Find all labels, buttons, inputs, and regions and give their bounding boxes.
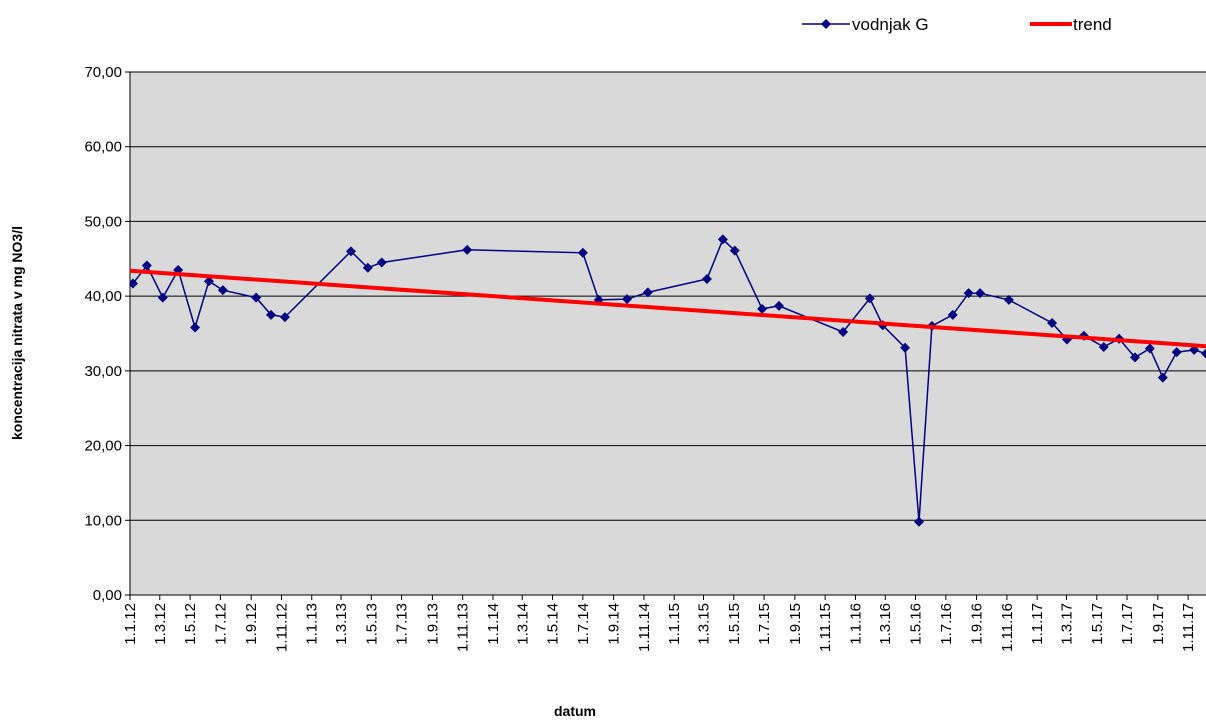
- data-point: [1144, 343, 1155, 354]
- data-point: [190, 322, 201, 333]
- x-tick-label: 1.5.17: [1089, 603, 1106, 645]
- x-tick-label: 1.3.12: [152, 603, 169, 645]
- y-tick-label: 20,00: [84, 438, 122, 455]
- x-axis-label: datum: [554, 703, 596, 719]
- series-line: [132, 238, 1206, 522]
- x-tick-label: 1.9.15: [787, 603, 804, 645]
- data-point: [217, 285, 228, 296]
- x-tick-label: 1.5.15: [726, 603, 743, 645]
- data-point: [141, 260, 152, 271]
- x-tick-label: 1.3.13: [333, 603, 350, 645]
- x-tick-label: 1.7.14: [575, 603, 592, 645]
- x-tick-label: 1.1.14: [485, 603, 502, 645]
- x-tick-label: 1.3.17: [1058, 603, 1075, 645]
- data-point: [914, 516, 925, 527]
- data-point: [376, 257, 387, 268]
- data-point: [729, 245, 740, 256]
- x-tick-label: 1.11.13: [455, 603, 472, 652]
- x-tick-label: 1.11.17: [1180, 603, 1197, 652]
- x-tick-label: 1.1.15: [666, 603, 683, 645]
- y-tick-label: 0,00: [93, 587, 122, 604]
- x-tick-label: 1.9.12: [243, 603, 260, 645]
- x-tick-label: 1.1.17: [1029, 603, 1046, 645]
- data-point: [773, 300, 784, 311]
- x-tick-label: 1.11.15: [817, 603, 834, 652]
- x-tick-label: 1.5.16: [908, 603, 925, 645]
- data-point: [864, 293, 875, 304]
- data-point: [1003, 294, 1014, 305]
- data-point: [838, 327, 849, 338]
- x-tick-label: 1.9.16: [969, 603, 986, 645]
- x-tick-label: 1.3.15: [696, 603, 713, 645]
- x-tick-label: 1.7.13: [394, 603, 411, 645]
- series-line: [130, 268, 1206, 349]
- data-point: [266, 309, 277, 320]
- x-tick-label: 1.1.16: [847, 603, 864, 645]
- x-tick-label: 1.11.16: [999, 603, 1016, 652]
- data-point: [462, 244, 473, 255]
- data-point: [701, 273, 712, 284]
- data-point: [947, 309, 958, 320]
- y-tick-label: 60,00: [84, 139, 122, 156]
- x-tick-label: 1.11.12: [273, 603, 290, 652]
- data-point: [362, 262, 373, 273]
- data-point: [642, 287, 653, 298]
- data-point: [1129, 352, 1140, 363]
- x-tick-label: 1.3.14: [514, 603, 531, 645]
- y-tick-label: 40,00: [84, 288, 122, 305]
- data-point: [717, 234, 728, 245]
- data-point: [1201, 348, 1206, 359]
- data-point: [279, 312, 290, 323]
- y-tick-label: 30,00: [84, 363, 122, 380]
- data-point: [1047, 318, 1058, 329]
- x-tick-label: 1.7.12: [212, 603, 229, 645]
- x-tick-label: 1.3.16: [877, 603, 894, 645]
- data-point: [203, 276, 214, 287]
- x-tick-label: 1.9.13: [424, 603, 441, 645]
- x-tick-label: 1.5.12: [182, 603, 199, 645]
- data-point: [1098, 341, 1109, 352]
- plot-content: [130, 234, 1206, 527]
- x-tick-label: 1.11.14: [636, 603, 653, 652]
- data-point: [900, 342, 911, 353]
- x-tick-label: 1.7.15: [756, 603, 773, 645]
- x-tick-label: 1.5.13: [363, 603, 380, 645]
- legend-marker: [821, 19, 831, 29]
- data-point: [622, 294, 633, 305]
- data-point: [1171, 347, 1182, 358]
- data-point: [963, 288, 974, 299]
- data-point: [757, 303, 768, 314]
- x-tick-label: 1.5.14: [545, 603, 562, 645]
- y-tick-label: 50,00: [84, 213, 122, 230]
- data-point: [251, 292, 262, 303]
- data-point: [1157, 372, 1168, 383]
- x-tick-label: 1.7.17: [1119, 603, 1136, 645]
- legend-label: vodnjak G: [852, 15, 929, 34]
- data-point: [130, 278, 138, 289]
- y-tick-label: 70,00: [84, 64, 122, 81]
- x-tick-label: 1.9.17: [1150, 603, 1167, 645]
- data-point: [577, 247, 588, 258]
- data-point: [345, 246, 356, 257]
- x-tick-label: 1.1.12: [122, 603, 139, 645]
- data-point: [975, 288, 986, 299]
- x-tick-label: 1.9.14: [606, 603, 623, 645]
- data-point: [157, 292, 168, 303]
- y-tick-label: 10,00: [84, 512, 122, 529]
- y-axis-label: koncentracija nitrata v mg NO3/l: [9, 226, 25, 440]
- x-tick-label: 1.1.13: [304, 603, 321, 645]
- x-tick-label: 1.7.16: [938, 603, 955, 645]
- legend-label: trend: [1073, 15, 1112, 34]
